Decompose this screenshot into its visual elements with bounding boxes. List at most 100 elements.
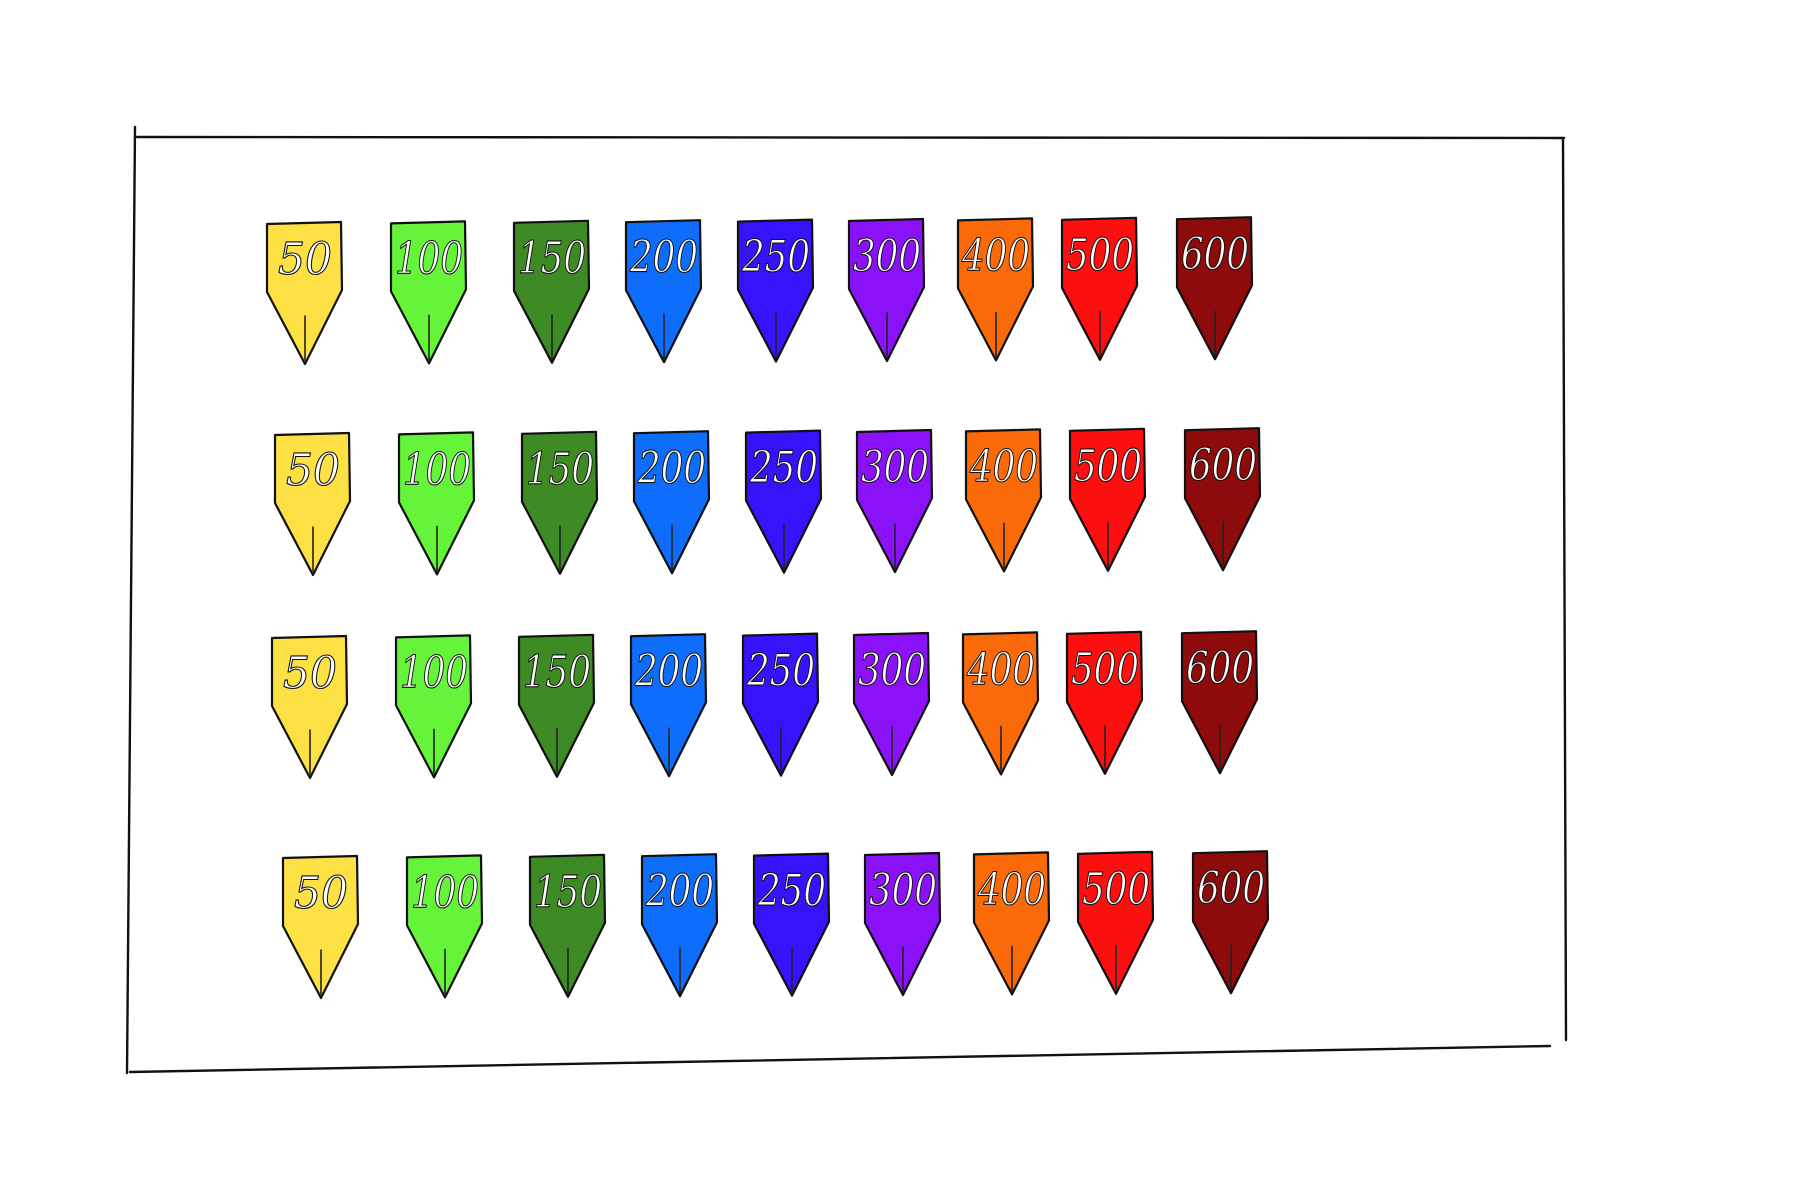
- price-tag-label: 250: [746, 646, 815, 697]
- price-tag-label: 50: [286, 445, 340, 496]
- price-tag-label: 600: [1186, 643, 1254, 694]
- price-tag-label: 200: [634, 646, 703, 697]
- tag-row: 50 100 150 200 250 300 400 500 600: [270, 630, 1259, 780]
- price-tag: 500: [1065, 630, 1144, 775]
- price-tag-label: 150: [518, 233, 586, 284]
- price-tag-body: [629, 633, 708, 778]
- tag-row: 50 100 150 200 250 300 400 500 600: [265, 216, 1254, 366]
- price-tag: 100: [394, 634, 473, 779]
- price-tag: 250: [752, 852, 831, 997]
- price-tag-body: [752, 852, 831, 997]
- price-tag: 500: [1076, 850, 1155, 995]
- price-tag: 400: [964, 428, 1043, 573]
- frame-top-edge: [135, 135, 1566, 140]
- price-tag-body: [744, 429, 823, 574]
- price-tag-label: 400: [966, 644, 1035, 695]
- price-tag-label: 500: [1074, 441, 1142, 492]
- price-tag-body: [1175, 216, 1254, 361]
- price-tag: 300: [855, 428, 934, 574]
- price-tag-body: [1180, 630, 1259, 775]
- price-tag-body: [405, 854, 484, 999]
- price-tag: 50: [273, 431, 352, 577]
- price-tag: 50: [270, 634, 349, 780]
- price-tag-label: 250: [749, 443, 818, 494]
- price-tag-body: [956, 217, 1035, 362]
- price-tag-label: 600: [1189, 440, 1257, 491]
- price-tag-body: [394, 634, 473, 779]
- price-tag: 300: [847, 217, 926, 363]
- price-tag: 400: [956, 217, 1035, 362]
- price-tag: 100: [397, 431, 476, 576]
- price-tag-label: 150: [526, 444, 594, 495]
- tag-row: 50 100 150 200 250 300 400 500 600: [273, 427, 1262, 577]
- price-tag-label: 300: [858, 645, 926, 696]
- price-tag-body: [852, 631, 931, 777]
- price-tag-label: 250: [741, 232, 810, 283]
- price-tag: 150: [528, 853, 607, 998]
- price-tag: 150: [520, 430, 599, 575]
- price-tag-body: [397, 431, 476, 576]
- frame-bottom-edge: [128, 1044, 1552, 1074]
- price-tag: 150: [512, 219, 591, 364]
- price-tag-body: [741, 632, 820, 777]
- price-tag-label: 50: [283, 648, 337, 699]
- price-tag-body: [389, 220, 468, 365]
- board-frame: [125, 125, 1568, 1075]
- price-tag-body: [520, 430, 599, 575]
- price-tag: 50: [281, 854, 360, 1000]
- price-tag-label: 200: [629, 232, 698, 283]
- price-tag: 600: [1183, 427, 1262, 572]
- price-tag-body: [640, 853, 719, 998]
- price-tag: 500: [1068, 427, 1147, 572]
- price-tag: 250: [741, 632, 820, 777]
- price-tag-label: 200: [645, 866, 714, 917]
- price-tag-label: 600: [1181, 229, 1249, 280]
- price-tag-body: [1183, 427, 1262, 572]
- price-tag-label: 400: [961, 230, 1030, 281]
- price-tag-body: [624, 219, 703, 364]
- price-tag-body: [972, 851, 1051, 996]
- price-tag: 300: [863, 851, 942, 997]
- price-tag-label: 100: [400, 647, 468, 698]
- price-tag: 200: [629, 633, 708, 778]
- price-tag-label: 50: [294, 868, 348, 919]
- price-tag-body: [964, 428, 1043, 573]
- price-tag: 200: [624, 219, 703, 364]
- price-tag-label: 200: [637, 443, 706, 494]
- price-tag: 200: [640, 853, 719, 998]
- price-tag-label: 500: [1071, 644, 1139, 695]
- price-tag-body: [736, 218, 815, 363]
- price-tag-body: [270, 634, 349, 780]
- price-tag-body: [1065, 630, 1144, 775]
- price-tag-body: [855, 428, 934, 574]
- price-tag: 600: [1180, 630, 1259, 775]
- price-tag: 100: [405, 854, 484, 999]
- price-tag-body: [863, 851, 942, 997]
- price-tag: 400: [972, 851, 1051, 996]
- price-tag: 300: [852, 631, 931, 777]
- price-tag-body: [517, 633, 596, 778]
- price-tag: 50: [265, 220, 344, 366]
- price-tag-body: [1060, 216, 1139, 361]
- frame-right-edge: [1561, 137, 1568, 1042]
- price-tag-body: [281, 854, 360, 1000]
- price-tag: 200: [632, 430, 711, 575]
- price-tag-label: 300: [853, 231, 921, 282]
- price-tag-label: 250: [757, 866, 826, 917]
- price-tag-body: [265, 220, 344, 366]
- price-tag: 500: [1060, 216, 1139, 361]
- frame-left-edge: [125, 125, 137, 1075]
- price-tag-grid: 50 100 150 200 250 300 400 500 600 50 100 150 200 250…: [265, 216, 1270, 1000]
- price-tag: 400: [961, 631, 1040, 776]
- price-tag-body: [273, 431, 352, 577]
- price-tag-label: 100: [395, 233, 463, 284]
- price-tag-label: 400: [969, 441, 1038, 492]
- price-tag-body: [847, 217, 926, 363]
- price-tag: 250: [736, 218, 815, 363]
- price-tag-label: 600: [1197, 863, 1265, 914]
- price-tag: 150: [517, 633, 596, 778]
- price-tag-label: 100: [403, 444, 471, 495]
- tag-row: 50 100 150 200 250 300 400 500 600: [281, 850, 1270, 1000]
- price-tag-label: 300: [861, 442, 929, 493]
